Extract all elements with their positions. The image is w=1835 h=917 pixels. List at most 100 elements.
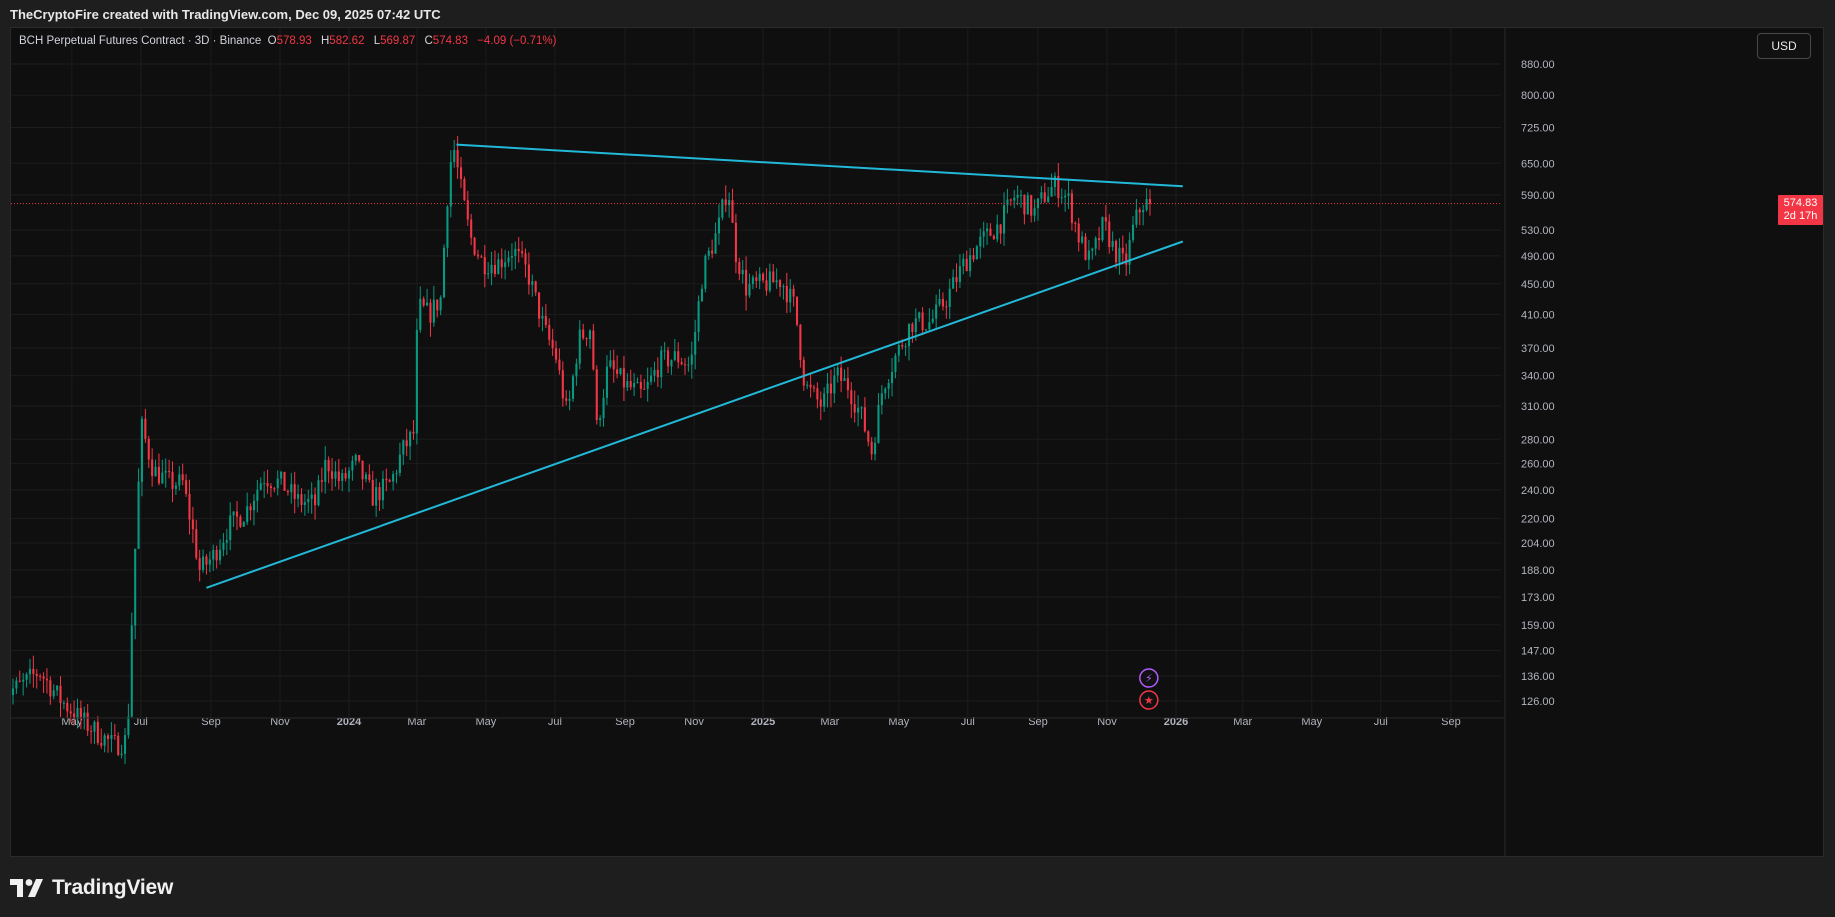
symbol-name[interactable]: BCH Perpetual Futures Contract · 3D · Bi…	[19, 35, 262, 47]
candle-body	[989, 228, 992, 236]
x-tick-label: Jul	[134, 716, 148, 728]
candle-body	[690, 354, 693, 365]
candle-body	[836, 367, 839, 376]
candle-body	[680, 362, 683, 365]
candle-body	[208, 559, 211, 565]
candle-body	[415, 329, 418, 434]
candle-body	[188, 493, 191, 520]
candle-body	[510, 256, 513, 258]
candle-body	[663, 350, 666, 352]
candle-body	[979, 236, 982, 247]
candle-body	[45, 678, 48, 681]
candlestick-chart[interactable]: 880.00 800.00 725.00 650.00 590.00 530.00 490.…	[11, 28, 1825, 858]
candle-body	[300, 494, 303, 506]
x-tick-label: Mar	[1233, 716, 1252, 728]
candle-body	[283, 471, 286, 491]
candle-body	[897, 344, 900, 356]
candle-body	[782, 286, 785, 288]
top-bar: TheCryptoFire created with TradingView.c…	[0, 0, 1835, 27]
candle-body	[276, 478, 279, 489]
y-tick-label: 126.00	[1521, 696, 1555, 708]
candle-body	[185, 480, 188, 494]
candle-body	[775, 280, 778, 283]
candle-body	[123, 735, 127, 754]
candle-body	[806, 384, 809, 386]
candle-body	[1145, 198, 1148, 211]
candle-body	[42, 676, 45, 679]
candle-body	[592, 330, 595, 370]
candle-body	[568, 398, 571, 401]
x-tick-label: May	[888, 716, 909, 728]
candle-body	[191, 519, 194, 530]
candle-body	[527, 264, 530, 285]
candle-body	[1084, 236, 1087, 260]
candle-body	[324, 459, 327, 482]
candle-body	[137, 481, 140, 549]
candle-body	[28, 668, 32, 675]
candle-body	[181, 474, 184, 481]
candle-body	[395, 472, 398, 475]
candle-body	[439, 297, 442, 311]
candle-body	[762, 273, 765, 281]
candle-body	[378, 487, 381, 501]
currency-button[interactable]: USD	[1757, 33, 1811, 59]
candle-body	[745, 269, 748, 296]
candle-body	[398, 454, 401, 473]
x-tick-label: Nov	[270, 716, 290, 728]
candle-body	[86, 712, 89, 731]
candle-body	[463, 179, 466, 201]
candle-body	[928, 322, 931, 330]
y-tick-label: 220.00	[1521, 513, 1555, 525]
candle-body	[578, 329, 581, 364]
candle-body	[83, 712, 86, 719]
candle-body	[330, 471, 334, 479]
candle-body	[171, 471, 174, 489]
candle-body	[646, 381, 649, 389]
candle-body	[1131, 224, 1135, 240]
chart-pane[interactable]: 880.00 800.00 725.00 650.00 590.00 530.00 490.…	[10, 27, 1825, 858]
y-tick-label: 260.00	[1521, 459, 1555, 471]
candle-body	[242, 522, 245, 527]
candle-body	[69, 711, 72, 714]
candle-body	[972, 255, 975, 260]
candle-body	[96, 721, 99, 743]
candle-body	[432, 299, 435, 323]
candle-body	[924, 329, 928, 331]
candle-body	[1050, 187, 1053, 197]
candle-body	[554, 348, 558, 360]
high-label: H	[320, 35, 330, 47]
tradingview-logo[interactable]: TradingView	[10, 876, 173, 900]
candle-body	[1108, 221, 1111, 248]
candle-body	[765, 280, 768, 291]
candle-body	[303, 502, 306, 506]
symbol-legend: BCH Perpetual Futures Contract · 3D · Bi…	[19, 35, 562, 47]
candle-body	[802, 359, 805, 386]
candle-body	[354, 455, 357, 461]
candle-body	[884, 388, 887, 394]
y-tick-label: 450.00	[1521, 279, 1555, 291]
candle-body	[361, 460, 364, 480]
low-value: 569.87	[380, 35, 416, 47]
x-tick-label: Jul	[961, 716, 975, 728]
x-tick-label: Sep	[615, 716, 635, 728]
candle-body	[259, 483, 262, 490]
candle-body	[1142, 210, 1145, 213]
candle-body	[958, 266, 961, 283]
candle-body	[819, 399, 822, 407]
candle-body	[446, 206, 449, 248]
candle-body	[517, 248, 520, 252]
candle-body	[106, 735, 110, 739]
candle-body	[992, 235, 995, 240]
candle-body	[76, 707, 79, 720]
candle-body	[222, 542, 225, 550]
candle-body	[571, 376, 575, 399]
candle-body	[700, 288, 704, 302]
candle-body	[643, 388, 646, 390]
candle-body	[1019, 194, 1023, 196]
bottom-bar	[0, 857, 1835, 917]
candle-body	[758, 273, 761, 281]
candle-body	[829, 383, 832, 394]
candle-body	[351, 460, 354, 471]
y-tick-label: 147.00	[1521, 645, 1555, 657]
candle-body	[56, 685, 59, 691]
